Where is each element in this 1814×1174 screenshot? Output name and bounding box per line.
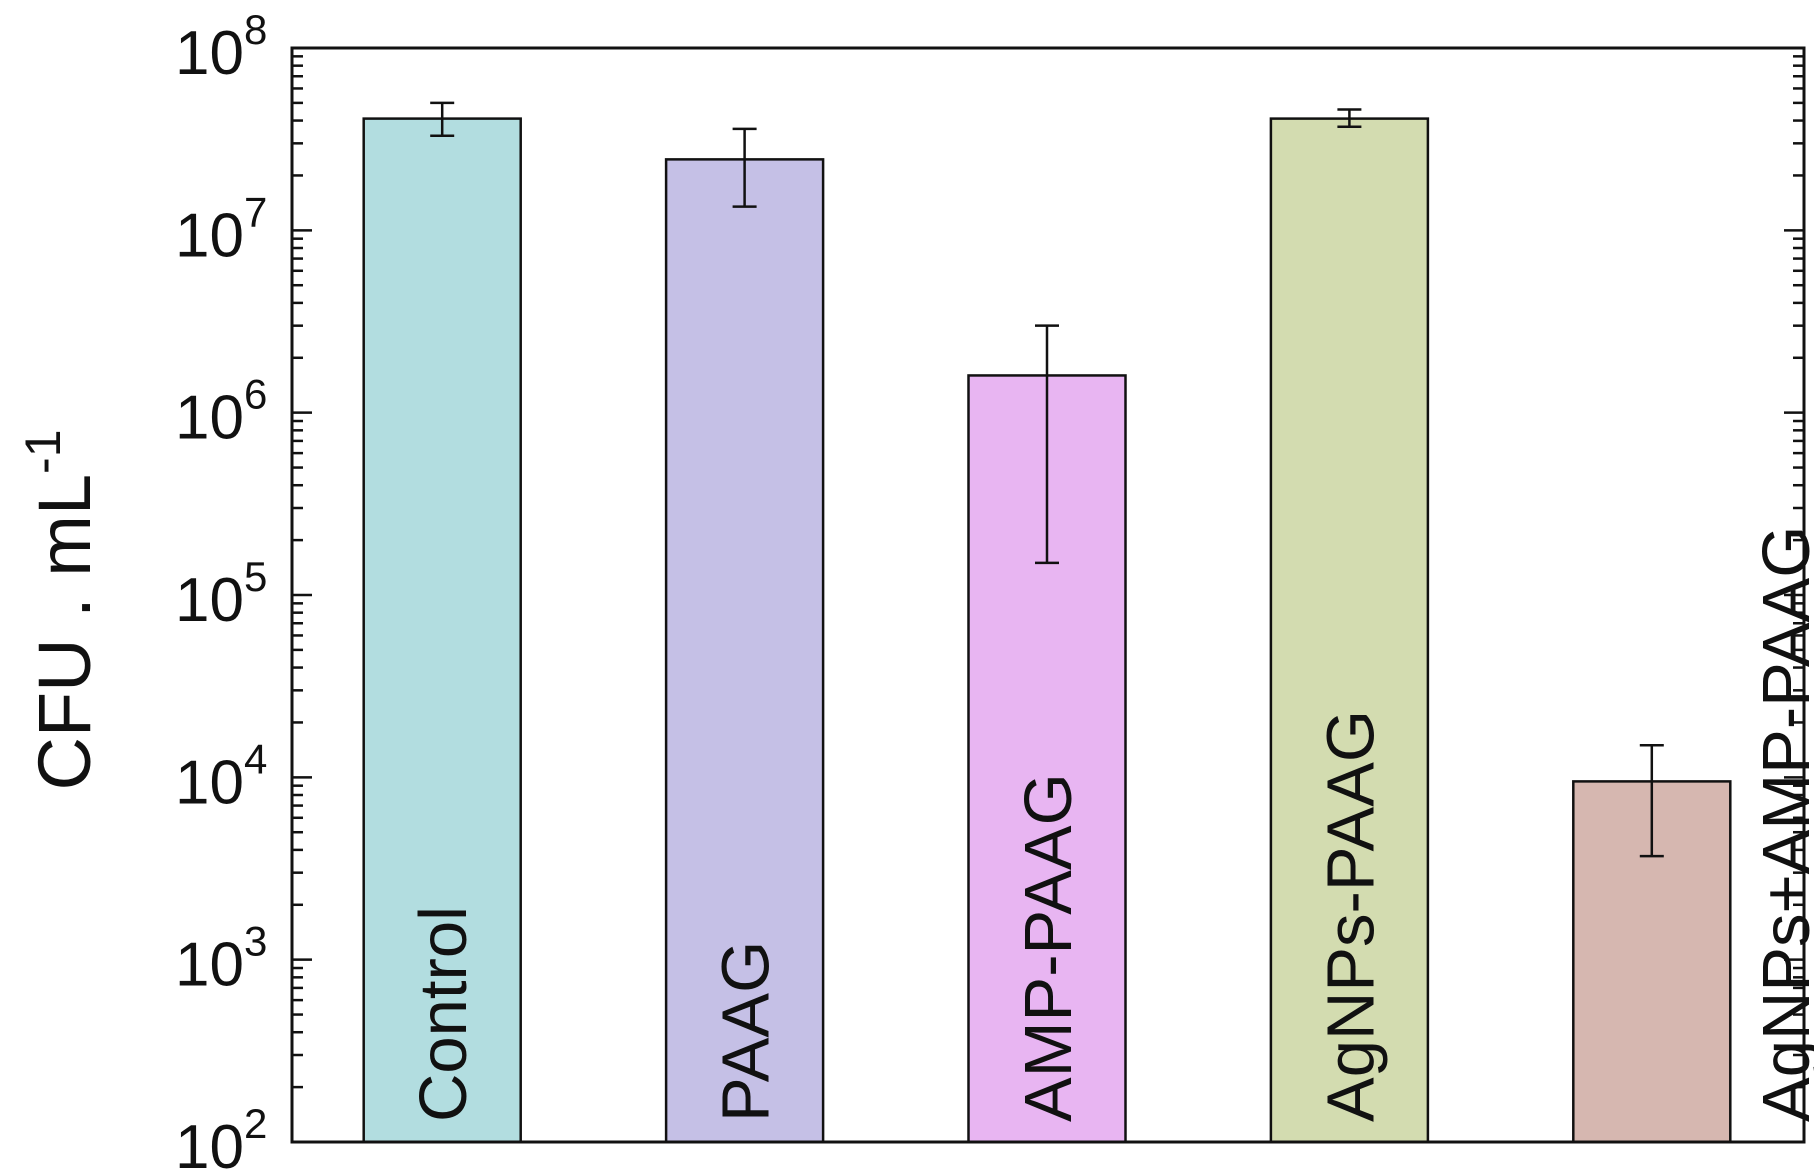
bar-4 bbox=[1269, 117, 1430, 1144]
y-axis-title-superscript: -1 bbox=[15, 429, 71, 473]
plot-frame bbox=[290, 46, 1806, 1144]
bar-label-3: AMP-PAAG bbox=[1011, 773, 1086, 1122]
y-tick-label: 106 bbox=[175, 371, 267, 453]
y-tick-base: 10 bbox=[175, 931, 244, 1000]
y-axis-title-main: CFU . mL bbox=[23, 474, 106, 791]
bar-1 bbox=[362, 117, 522, 1144]
error-bars bbox=[430, 101, 1664, 858]
y-tick-base: 10 bbox=[175, 19, 244, 88]
y-tick-exponent: 4 bbox=[244, 735, 267, 782]
y-tick-base: 10 bbox=[175, 748, 244, 817]
y-tick-label: 108 bbox=[175, 6, 267, 88]
y-tick-base: 10 bbox=[175, 1113, 244, 1174]
y-tick-label: 104 bbox=[175, 735, 267, 817]
bars bbox=[362, 117, 1732, 1144]
y-tick-base: 10 bbox=[175, 384, 244, 453]
y-tick-exponent: 5 bbox=[244, 553, 267, 600]
bar-label-2: PAAG bbox=[709, 941, 784, 1122]
bar-label-4: AgNPs-PAAG bbox=[1313, 710, 1388, 1122]
bar-label-1: Control bbox=[406, 906, 481, 1122]
y-tick-base: 10 bbox=[175, 201, 244, 270]
y-tick-label: 105 bbox=[175, 553, 267, 635]
y-tick-label: 103 bbox=[175, 918, 267, 1000]
y-tick-exponent: 3 bbox=[244, 918, 267, 965]
y-tick-exponent: 2 bbox=[244, 1100, 267, 1147]
y-tick-exponent: 8 bbox=[244, 6, 267, 53]
y-tick-label: 107 bbox=[175, 188, 267, 270]
bar-2 bbox=[664, 158, 825, 1144]
axis-ticks bbox=[292, 46, 1804, 1144]
y-axis-title: CFU . mL-1 bbox=[15, 429, 106, 790]
y-tick-base: 10 bbox=[175, 566, 244, 635]
y-tick-label: 102 bbox=[175, 1100, 267, 1174]
y-tick-exponent: 7 bbox=[244, 188, 267, 235]
y-tick-exponent: 6 bbox=[244, 371, 267, 418]
